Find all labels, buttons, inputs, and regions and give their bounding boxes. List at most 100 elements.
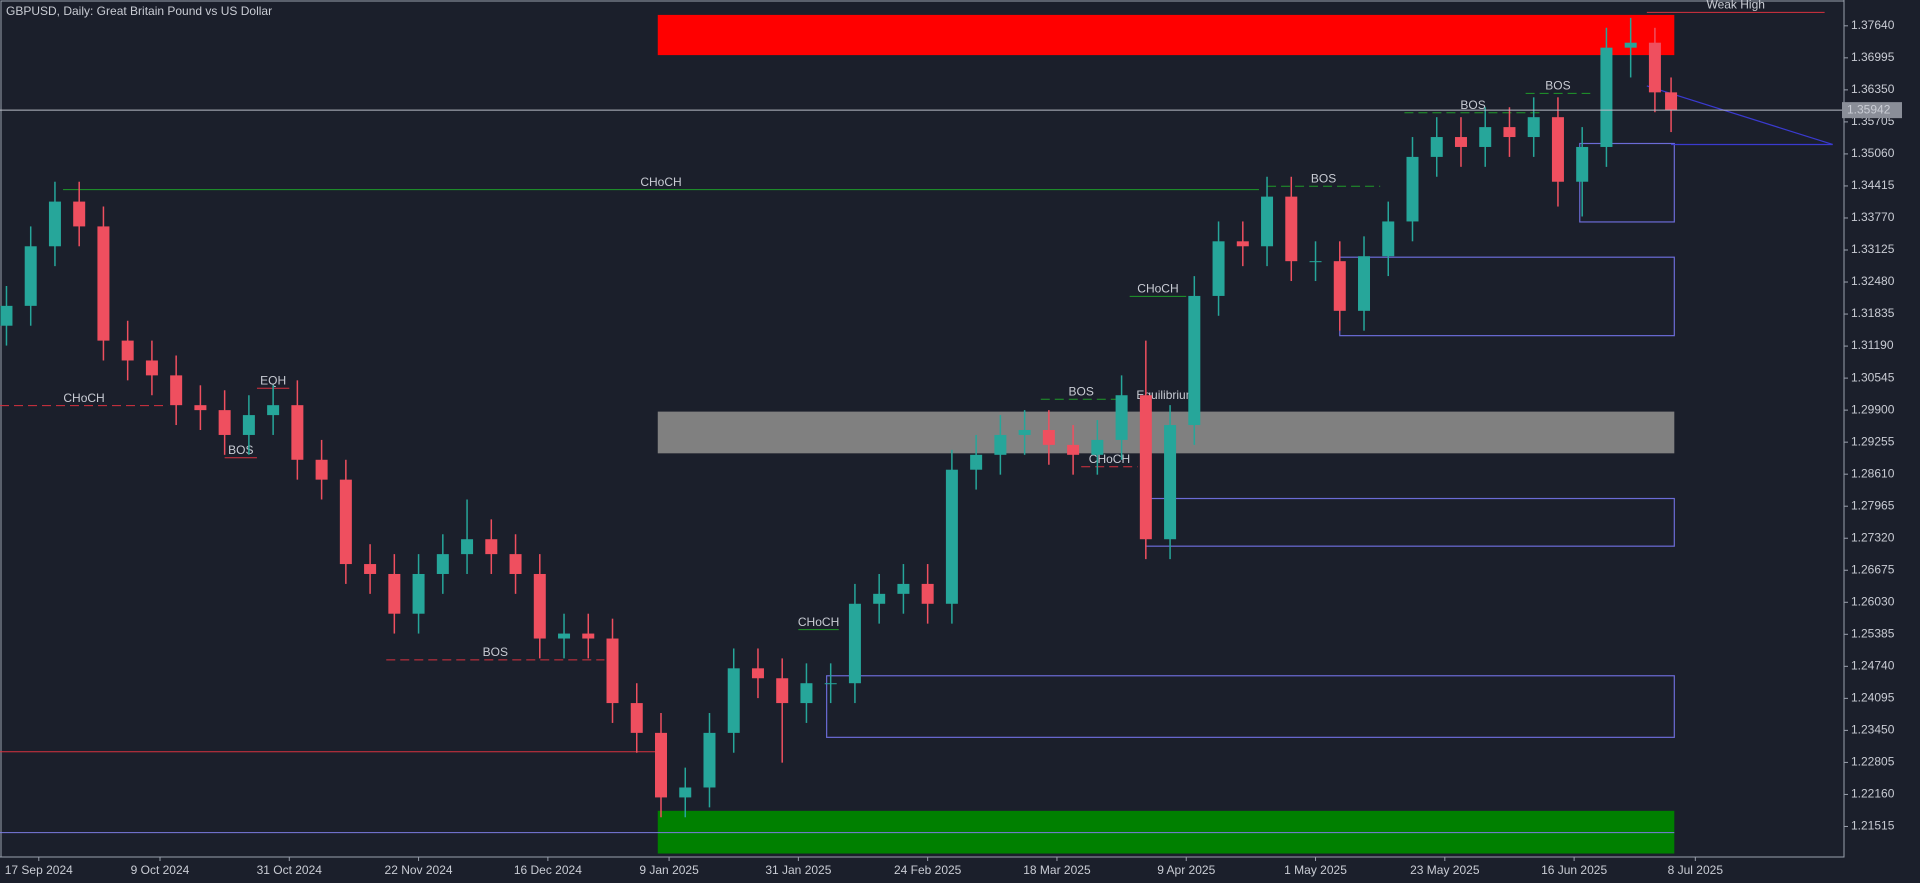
y-tick-label: 1.33770: [1851, 210, 1895, 224]
candle-body: [461, 539, 474, 555]
candle-body: [921, 583, 934, 604]
candle-body: [848, 603, 861, 684]
x-tick-label: 18 Mar 2025: [1023, 863, 1091, 877]
candle-body: [751, 668, 764, 679]
candle-body: [291, 405, 304, 460]
y-tick-label: 1.22805: [1851, 755, 1895, 769]
structure-label: BOS: [1460, 98, 1485, 112]
y-tick-label: 1.26675: [1851, 562, 1895, 576]
y-tick-label: 1.29900: [1851, 402, 1895, 416]
candle-body: [97, 226, 110, 341]
y-tick-label: 1.26030: [1851, 594, 1895, 608]
structure-label: CHoCH: [1089, 452, 1130, 466]
candle-body: [873, 593, 886, 604]
candle-body: [194, 405, 207, 411]
y-tick-label: 1.21515: [1851, 819, 1895, 833]
x-tick-label: 1 May 2025: [1284, 863, 1347, 877]
candle-body: [1454, 137, 1467, 147]
candle-body: [727, 668, 740, 733]
x-tick-label: 16 Jun 2025: [1541, 863, 1607, 877]
candle-body: [1139, 395, 1152, 540]
candle-body: [1527, 117, 1540, 138]
candle-body: [1648, 42, 1661, 93]
candle-body: [436, 554, 449, 574]
candle-body: [1624, 42, 1637, 48]
candle-body: [388, 573, 401, 614]
y-tick-label: 1.29255: [1851, 434, 1895, 448]
candle-body: [1600, 47, 1613, 147]
candle-body: [945, 469, 958, 604]
candle-body: [703, 732, 716, 788]
x-tick-label: 23 May 2025: [1410, 863, 1480, 877]
candle-body: [679, 787, 692, 798]
x-tick-label: 9 Oct 2024: [131, 863, 190, 877]
y-tick-label: 1.31190: [1851, 338, 1894, 352]
candle-body: [606, 638, 619, 704]
candle-body: [1115, 395, 1128, 440]
candle-body: [582, 633, 595, 639]
candle-body: [1091, 439, 1104, 455]
candle-body: [776, 678, 789, 704]
candle-body: [1188, 295, 1201, 426]
candle-body: [170, 375, 183, 406]
candle-body: [897, 583, 910, 594]
structure-label: CHoCH: [1137, 282, 1178, 296]
candle-body: [970, 454, 983, 470]
structure-label: CHoCH: [640, 175, 681, 189]
structure-label: BOS: [1311, 171, 1336, 185]
current-price-box: [1842, 102, 1902, 119]
structure-label: CHoCH: [63, 391, 104, 405]
y-tick-label: 1.28610: [1851, 466, 1895, 480]
structure-label: CHoCH: [798, 615, 839, 629]
candle-body: [364, 564, 377, 574]
candle-body: [242, 415, 255, 435]
y-tick-label: 1.25385: [1851, 626, 1895, 640]
y-tick-label: 1.23450: [1851, 723, 1895, 737]
x-tick-label: 9 Jan 2025: [639, 863, 699, 877]
zone: [657, 14, 1675, 56]
candle-body: [1067, 444, 1080, 455]
candle-body: [48, 201, 61, 247]
candle-body: [1406, 156, 1419, 222]
y-tick-label: 1.31835: [1851, 306, 1895, 320]
y-tick-label: 1.37640: [1851, 18, 1895, 32]
candle-body: [485, 539, 498, 555]
y-tick-label: 1.33125: [1851, 242, 1895, 256]
y-tick-label: 1.35060: [1851, 146, 1895, 160]
candle-body: [1665, 92, 1678, 111]
candle-body: [654, 732, 667, 798]
current-price-label: 1.35942: [1847, 102, 1891, 116]
candle-body: [267, 405, 280, 416]
candle-body: [824, 683, 837, 685]
y-tick-label: 1.30545: [1851, 370, 1895, 384]
candle-body: [0, 305, 13, 326]
structure-label: EQH: [260, 373, 286, 387]
structure-label: BOS: [1069, 384, 1094, 398]
candle-body: [73, 201, 86, 227]
candle-body: [1382, 221, 1395, 257]
x-tick-label: 9 Apr 2025: [1157, 863, 1215, 877]
candle-body: [1261, 196, 1274, 247]
candle-body: [145, 360, 158, 376]
candle-body: [1236, 241, 1249, 247]
y-tick-label: 1.24095: [1851, 691, 1895, 705]
candle-body: [1212, 241, 1225, 296]
zone: [826, 675, 1675, 738]
structure-label: Weak High: [1706, 0, 1764, 12]
x-tick-label: 17 Sep 2024: [5, 863, 73, 877]
candle-body: [1042, 429, 1055, 445]
candle-body: [558, 633, 571, 639]
candle-body: [339, 479, 352, 565]
y-tick-label: 1.36995: [1851, 50, 1895, 64]
candle-body: [1479, 127, 1492, 147]
candle-body: [412, 573, 425, 614]
candle-body: [1503, 127, 1516, 138]
y-tick-label: 1.22160: [1851, 787, 1895, 801]
candle-body: [1576, 146, 1589, 182]
candle-body: [800, 683, 813, 704]
x-tick-label: 31 Oct 2024: [257, 863, 323, 877]
candle-body: [121, 340, 134, 361]
x-tick-label: 16 Dec 2024: [514, 863, 582, 877]
